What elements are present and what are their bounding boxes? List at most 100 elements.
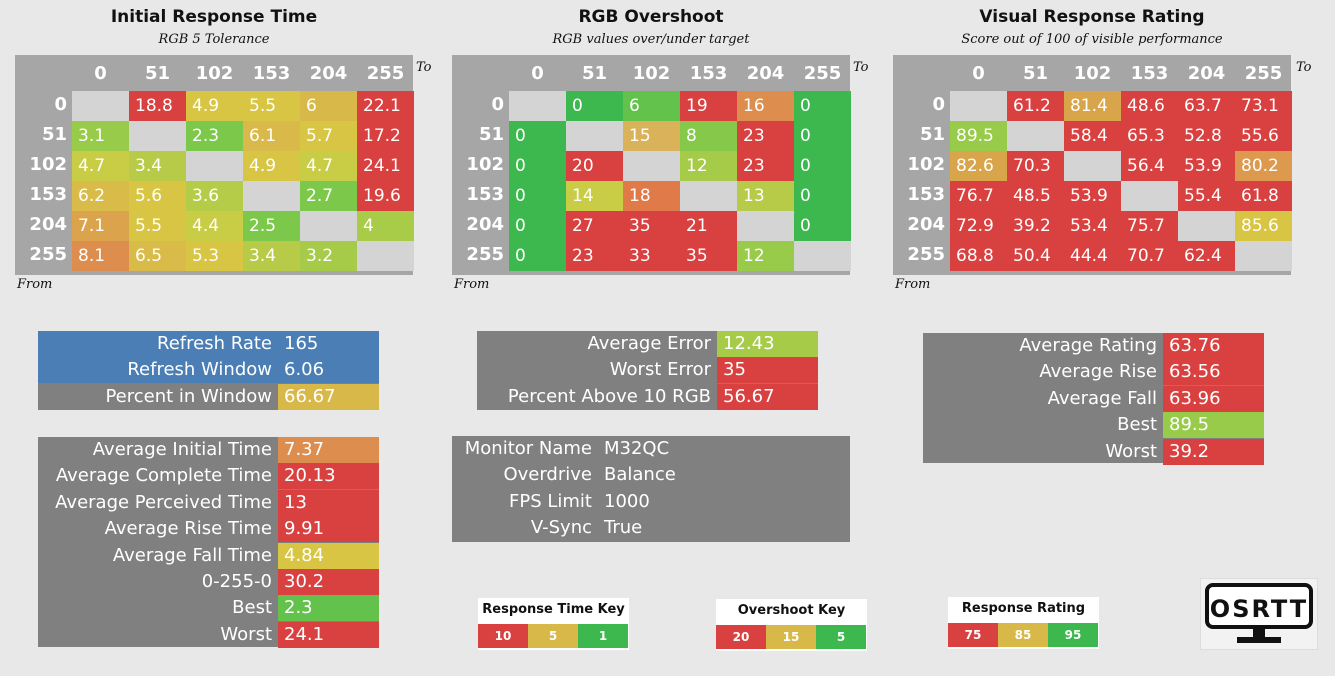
stat-value: 1000	[604, 490, 650, 512]
stat-value: 4.84	[278, 542, 379, 569]
empty-cell	[1064, 151, 1121, 181]
matrix-cell: 23	[737, 151, 794, 181]
matrix-cell: 4.9	[243, 151, 300, 181]
row-header: 102	[29, 154, 67, 175]
column-header: 102	[195, 63, 234, 84]
overshoot-title: RGB Overshoot	[578, 7, 724, 27]
row-header: 0	[932, 94, 945, 115]
stat-value: 63.56	[1163, 359, 1264, 386]
stat-row: Worst 24.1	[38, 621, 379, 648]
matrix-cell: 5.5	[129, 211, 186, 241]
stat-value: 165	[278, 331, 379, 357]
matrix-cell: 56.4	[1121, 151, 1178, 181]
rating-stats-panel: Average Rating 63.76 Average Rise 63.56 Aver…	[923, 333, 1264, 465]
matrix-cell: 62.4	[1178, 241, 1235, 271]
row-header: 204	[29, 214, 67, 235]
row-header: 0	[491, 94, 504, 115]
key-cell: 5	[528, 624, 578, 648]
empty-cell	[243, 181, 300, 211]
overshoot-stats-panel: Average Error 12.43 Worst Error 35 Percent A…	[477, 331, 818, 410]
stat-label: Worst	[1105, 440, 1157, 462]
stat-value: Balance	[604, 464, 676, 486]
stat-label: Refresh Window	[127, 359, 272, 381]
matrix-cell: 50.4	[1007, 241, 1064, 271]
monitor-icon: OSRTT	[1205, 583, 1313, 643]
empty-cell	[950, 91, 1007, 121]
matrix-cell: 8	[680, 121, 737, 151]
stat-label: Best	[1117, 414, 1157, 436]
matrix-cell: 21	[680, 211, 737, 241]
matrix-cell: 23	[737, 121, 794, 151]
column-header: 153	[1130, 63, 1169, 84]
column-header: 0	[972, 63, 985, 84]
stat-row: Average Perceived Time 13	[38, 489, 379, 516]
stat-label: Overdrive	[503, 464, 592, 486]
stat-row: Average Fall Time 4.84	[38, 542, 379, 569]
rating-to-label: To	[1296, 60, 1312, 75]
column-header: 0	[94, 63, 107, 84]
matrix-cell: 4.7	[72, 151, 129, 181]
matrix-cell: 55.6	[1235, 121, 1292, 151]
matrix-cell: 3.2	[300, 241, 357, 271]
stat-value: M32QC	[604, 438, 670, 459]
row-header: 204	[907, 214, 945, 235]
refresh-panel: Refresh Rate 165 Refresh Window 6.06 Percent…	[38, 331, 379, 410]
column-header: 204	[746, 63, 785, 84]
matrix-cell: 0	[794, 121, 851, 151]
stat-row: Refresh Window 6.06	[38, 357, 379, 384]
matrix-cell: 53.9	[1064, 181, 1121, 211]
matrix-cell: 2.7	[300, 181, 357, 211]
initial-response-matrix: 0 51 102 153 204 255 0 18.8 4.9 5.5 6 22.1 51 3.1 2.3 6…	[15, 55, 414, 275]
empty-cell	[737, 211, 794, 241]
response-stats-panel: Average Initial Time 7.37 Average Complete…	[38, 437, 379, 648]
key-cell: 10	[478, 624, 528, 648]
matrix-cell: 61.2	[1007, 91, 1064, 121]
column-header: 51	[144, 63, 171, 84]
empty-cell	[129, 121, 186, 151]
empty-cell	[1007, 121, 1064, 151]
stat-label: Average Fall Time	[112, 544, 272, 566]
matrix-cell: 16	[737, 91, 794, 121]
key-cell: 95	[1048, 623, 1098, 647]
matrix-cell: 6	[300, 91, 357, 121]
stat-row: Average Rating 63.76	[923, 333, 1264, 359]
matrix-cell: 6.5	[129, 241, 186, 271]
stat-label: Average Complete Time	[55, 465, 272, 487]
stat-row: Best 89.5	[923, 412, 1264, 439]
stat-label: V-Sync	[530, 517, 592, 539]
row-header: 255	[466, 244, 504, 265]
matrix-cell: 5.7	[300, 121, 357, 151]
key-cell: 20	[716, 625, 766, 649]
column-header: 102	[632, 63, 671, 84]
key-cell: 75	[948, 623, 998, 647]
stat-value: 56.67	[717, 383, 818, 410]
matrix-cell: 20	[566, 151, 623, 181]
initial-title: Initial Response Time	[110, 7, 318, 27]
empty-cell	[794, 241, 851, 271]
stat-value: 30.2	[278, 569, 379, 595]
logo-text: OSRTT	[1210, 595, 1308, 623]
stat-value: 12.43	[717, 331, 818, 357]
matrix-cell: 65.3	[1121, 121, 1178, 151]
matrix-cell: 72.9	[950, 211, 1007, 241]
stat-value: 13	[278, 489, 379, 516]
matrix-cell: 2.5	[243, 211, 300, 241]
matrix-cell: 76.7	[950, 181, 1007, 211]
matrix-cell: 27	[566, 211, 623, 241]
stat-row: Best 2.3	[38, 595, 379, 622]
overshoot-subtitle: RGB values over/under target	[552, 32, 750, 47]
stat-label: Percent in Window	[105, 385, 272, 407]
stat-value: 35	[717, 357, 818, 384]
empty-cell	[623, 151, 680, 181]
stat-label: Monitor Name	[464, 438, 592, 459]
empty-cell	[1235, 241, 1292, 271]
matrix-cell: 12	[737, 241, 794, 271]
matrix-cell: 14	[566, 181, 623, 211]
stat-row: Refresh Rate 165	[38, 331, 379, 357]
stat-row: Average Rise Time 9.91	[38, 516, 379, 543]
rating-matrix: 0 51 102 153 204 255 0 61.2 81.4 48.6 63.7 73.1 51 89…	[893, 55, 1292, 275]
matrix-cell: 0	[794, 91, 851, 121]
matrix-cell: 81.4	[1064, 91, 1121, 121]
matrix-cell: 0	[509, 121, 566, 151]
matrix-cell: 5.6	[129, 181, 186, 211]
